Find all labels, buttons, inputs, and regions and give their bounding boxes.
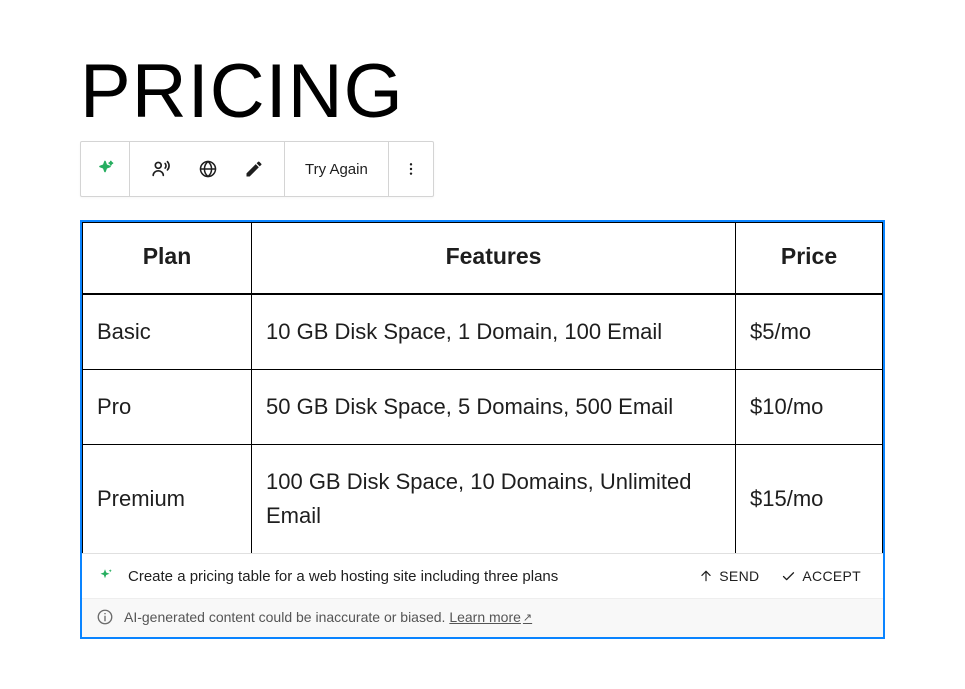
sparkle-icon <box>95 159 115 179</box>
more-options-button[interactable] <box>389 142 433 196</box>
send-label: SEND <box>719 568 759 584</box>
table-header-row: Plan Features Price <box>83 223 883 294</box>
table-row: Basic 10 GB Disk Space, 1 Domain, 100 Em… <box>83 294 883 370</box>
table-row: Premium 100 GB Disk Space, 10 Domains, U… <box>83 444 883 553</box>
accept-button[interactable]: ACCEPT <box>777 564 865 588</box>
cell-plan[interactable]: Basic <box>83 294 252 370</box>
check-icon <box>781 569 796 584</box>
voice-tone-button[interactable] <box>140 142 182 196</box>
ai-disclaimer-text: AI-generated content could be inaccurate… <box>124 609 532 625</box>
cell-price[interactable]: $15/mo <box>736 444 883 553</box>
translate-button[interactable] <box>188 142 228 196</box>
cell-features[interactable]: 100 GB Disk Space, 10 Domains, Unlimited… <box>252 444 736 553</box>
accept-label: ACCEPT <box>802 568 861 584</box>
selected-block[interactable]: Plan Features Price Basic 10 GB Disk Spa… <box>80 220 885 639</box>
col-header-features[interactable]: Features <box>252 223 736 294</box>
ai-prompt-input[interactable]: Create a pricing table for a web hosting… <box>128 568 681 585</box>
kebab-icon <box>403 159 419 179</box>
cell-features[interactable]: 50 GB Disk Space, 5 Domains, 500 Email <box>252 369 736 444</box>
improve-button[interactable] <box>234 142 274 196</box>
info-icon <box>96 608 114 626</box>
sparkle-icon <box>96 567 114 585</box>
page-title[interactable]: PRICING <box>80 54 404 130</box>
cell-plan[interactable]: Premium <box>83 444 252 553</box>
cell-price[interactable]: $10/mo <box>736 369 883 444</box>
editor-canvas: PRICING <box>0 0 965 689</box>
block-toolbar: Try Again <box>80 141 434 197</box>
external-link-icon: ↗ <box>523 612 532 624</box>
arrow-up-icon <box>699 569 713 583</box>
ai-prompt-row: Create a pricing table for a web hosting… <box>82 554 883 598</box>
table-row: Pro 50 GB Disk Space, 5 Domains, 500 Ema… <box>83 369 883 444</box>
cell-price[interactable]: $5/mo <box>736 294 883 370</box>
try-again-button[interactable]: Try Again <box>285 142 388 196</box>
ai-disclaimer-row: AI-generated content could be inaccurate… <box>82 598 883 637</box>
pricing-table[interactable]: Plan Features Price Basic 10 GB Disk Spa… <box>82 222 883 553</box>
col-header-plan[interactable]: Plan <box>83 223 252 294</box>
cell-features[interactable]: 10 GB Disk Space, 1 Domain, 100 Email <box>252 294 736 370</box>
toolbar-tools-group <box>130 142 284 196</box>
pencil-icon <box>244 159 264 179</box>
voice-tone-icon <box>150 158 172 180</box>
ai-sparkle-button[interactable] <box>81 142 129 196</box>
col-header-price[interactable]: Price <box>736 223 883 294</box>
globe-icon <box>198 159 218 179</box>
cell-plan[interactable]: Pro <box>83 369 252 444</box>
send-button[interactable]: SEND <box>695 564 763 588</box>
ai-prompt-panel: Create a pricing table for a web hosting… <box>82 553 883 637</box>
disclaimer-prefix: AI-generated content could be inaccurate… <box>124 609 449 625</box>
learn-more-link[interactable]: Learn more↗ <box>449 609 532 625</box>
